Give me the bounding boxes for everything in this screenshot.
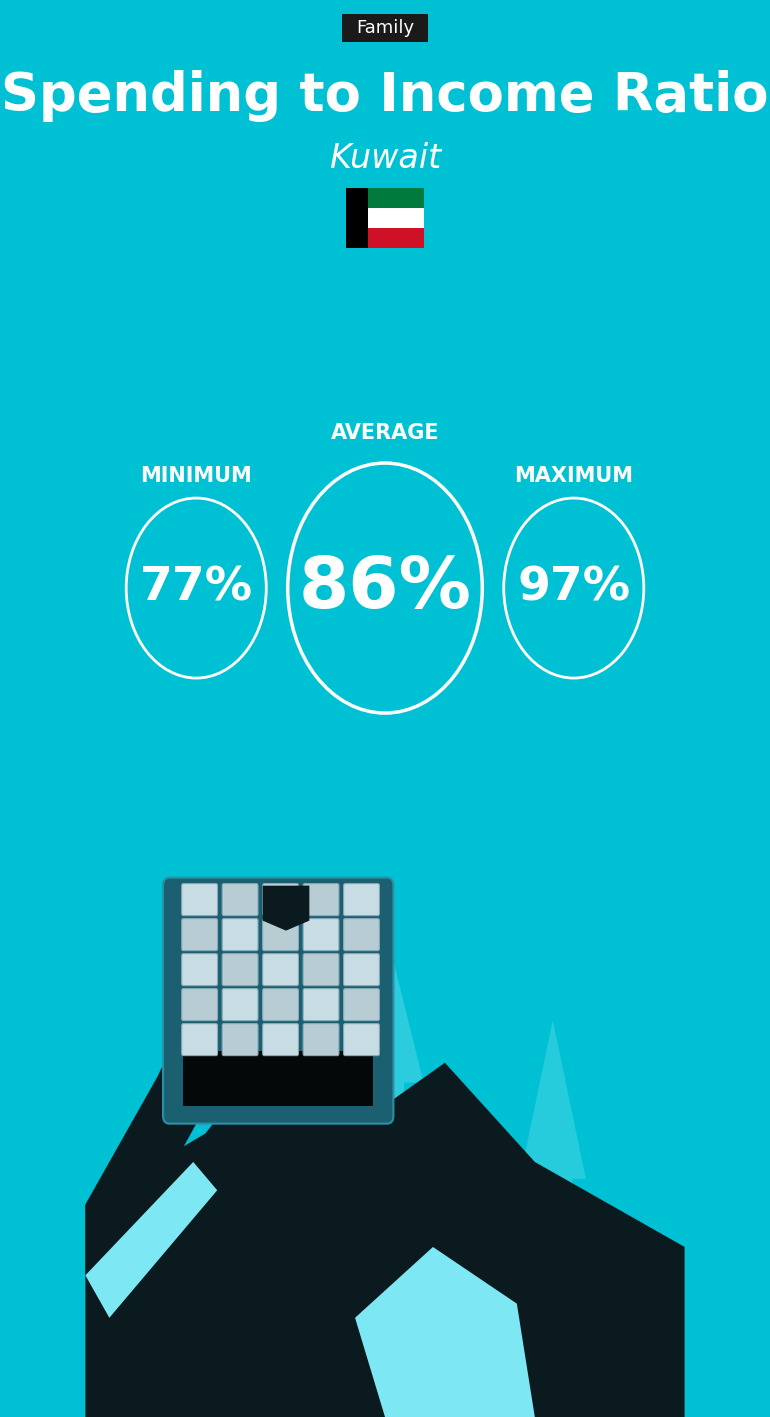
FancyBboxPatch shape [263,989,299,1020]
Polygon shape [355,1247,535,1417]
FancyBboxPatch shape [163,877,393,1124]
Polygon shape [346,188,368,248]
Circle shape [553,1260,654,1390]
FancyBboxPatch shape [303,918,339,951]
Polygon shape [296,1175,474,1254]
Bar [445,1328,531,1336]
Circle shape [487,1280,547,1356]
Text: 97%: 97% [517,565,631,611]
FancyBboxPatch shape [223,884,258,915]
FancyBboxPatch shape [343,954,380,986]
Bar [370,1315,400,1374]
Text: Kuwait: Kuwait [329,142,441,176]
Bar [509,1260,524,1282]
Bar [445,1343,531,1352]
Text: 86%: 86% [299,554,471,622]
Bar [368,208,424,228]
Polygon shape [263,886,310,931]
Bar [368,228,424,248]
FancyBboxPatch shape [343,884,380,915]
Bar [368,188,424,208]
FancyBboxPatch shape [343,918,380,951]
FancyBboxPatch shape [223,918,258,951]
Bar [445,1333,531,1342]
Polygon shape [323,879,424,1389]
Text: $: $ [508,1311,526,1335]
Text: 77%: 77% [139,565,253,611]
Bar [445,1348,531,1356]
FancyBboxPatch shape [303,1023,339,1056]
FancyBboxPatch shape [343,1023,380,1056]
FancyBboxPatch shape [343,989,380,1020]
FancyBboxPatch shape [223,1023,258,1056]
Text: Family: Family [356,20,414,37]
FancyBboxPatch shape [263,1023,299,1056]
Bar [416,1145,434,1199]
FancyBboxPatch shape [303,989,339,1020]
FancyBboxPatch shape [263,918,299,951]
FancyBboxPatch shape [303,954,339,986]
FancyBboxPatch shape [182,1023,217,1056]
Text: MAXIMUM: MAXIMUM [514,466,633,486]
FancyBboxPatch shape [182,884,217,915]
Text: AVERAGE: AVERAGE [330,424,440,444]
FancyBboxPatch shape [182,954,217,986]
FancyBboxPatch shape [223,989,258,1020]
Bar [445,1338,531,1346]
Polygon shape [85,1020,685,1417]
Bar [591,1230,616,1265]
FancyBboxPatch shape [182,989,217,1020]
Text: MINIMUM: MINIMUM [140,466,252,486]
FancyBboxPatch shape [263,954,299,986]
Bar [307,1254,463,1374]
Polygon shape [217,1134,535,1417]
FancyBboxPatch shape [263,884,299,915]
Polygon shape [520,1020,586,1417]
Bar [183,1050,373,1105]
Bar [445,1353,531,1362]
FancyBboxPatch shape [303,884,339,915]
Text: Spending to Income Ratio: Spending to Income Ratio [2,71,768,122]
Text: $: $ [591,1311,618,1349]
FancyBboxPatch shape [223,954,258,986]
FancyBboxPatch shape [182,918,217,951]
Polygon shape [85,1162,217,1318]
Polygon shape [85,893,313,1275]
FancyBboxPatch shape [342,14,428,43]
